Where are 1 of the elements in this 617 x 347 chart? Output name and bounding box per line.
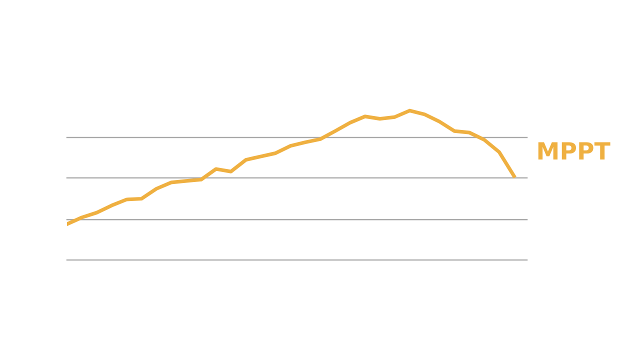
series-label: MPPT (538, 142, 610, 160)
